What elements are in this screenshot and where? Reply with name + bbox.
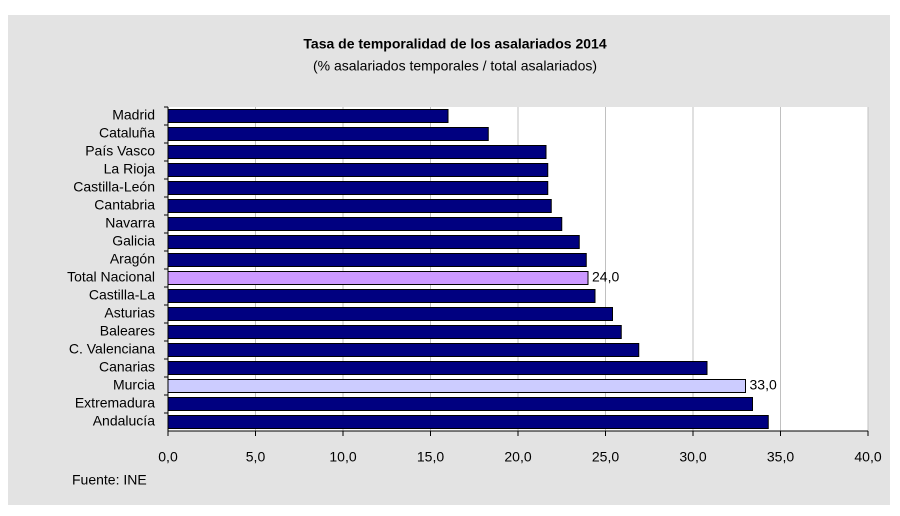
y-tick-label: Castilla-León <box>73 179 155 195</box>
x-tick-label: 25,0 <box>592 449 619 465</box>
x-tick-label: 10,0 <box>329 449 356 465</box>
bar <box>167 235 580 249</box>
bar <box>167 289 596 303</box>
bar <box>167 109 449 123</box>
bar <box>167 199 552 213</box>
chart-subtitle: (% asalariados temporales / total asalar… <box>313 58 597 74</box>
y-tick-label: C. Valenciana <box>69 341 155 357</box>
y-tick-label: Galicia <box>112 233 155 249</box>
bar <box>167 379 746 393</box>
y-tick-label: Aragón <box>110 251 155 267</box>
y-tick-label: La Rioja <box>104 161 156 177</box>
x-tick-label: 30,0 <box>679 449 706 465</box>
y-tick-label: Madrid <box>112 107 155 123</box>
y-tick-label: Andalucía <box>93 413 155 429</box>
bar <box>167 253 587 267</box>
x-tick-label: 5,0 <box>246 449 266 465</box>
source: Fuente: INE <box>72 472 147 488</box>
x-tick-label: 40,0 <box>854 449 881 465</box>
y-tick-label: Canarias <box>99 359 155 375</box>
y-tick-label: Cantabria <box>94 197 155 213</box>
chart-title: Tasa de temporalidad de los asalariados … <box>303 36 606 52</box>
data-label: 33,0 <box>750 377 777 393</box>
x-tick-label: 35,0 <box>767 449 794 465</box>
bar <box>167 415 769 429</box>
bar <box>167 145 547 159</box>
y-tick-label: Castilla-La <box>89 287 155 303</box>
bar <box>167 325 622 339</box>
y-tick-label: Murcia <box>113 377 155 393</box>
x-tick-label: 15,0 <box>417 449 444 465</box>
x-tick-label: 0,0 <box>158 449 178 465</box>
y-tick-label: Total Nacional <box>67 269 155 285</box>
bar <box>167 307 613 321</box>
bar <box>167 217 563 231</box>
bar <box>167 181 549 195</box>
bar <box>167 361 708 375</box>
y-tick-label: Extremadura <box>75 395 155 411</box>
bar <box>167 163 549 177</box>
bar <box>167 343 640 357</box>
y-tick-label: Navarra <box>105 215 155 231</box>
data-label: 24,0 <box>592 269 619 285</box>
y-tick-label: País Vasco <box>85 143 155 159</box>
bar <box>167 397 753 411</box>
bar <box>167 127 489 141</box>
x-tick-label: 20,0 <box>504 449 531 465</box>
y-tick-label: Asturias <box>104 305 155 321</box>
y-tick-label: Cataluña <box>99 125 155 141</box>
bar <box>167 271 589 285</box>
y-tick-label: Baleares <box>100 323 155 339</box>
